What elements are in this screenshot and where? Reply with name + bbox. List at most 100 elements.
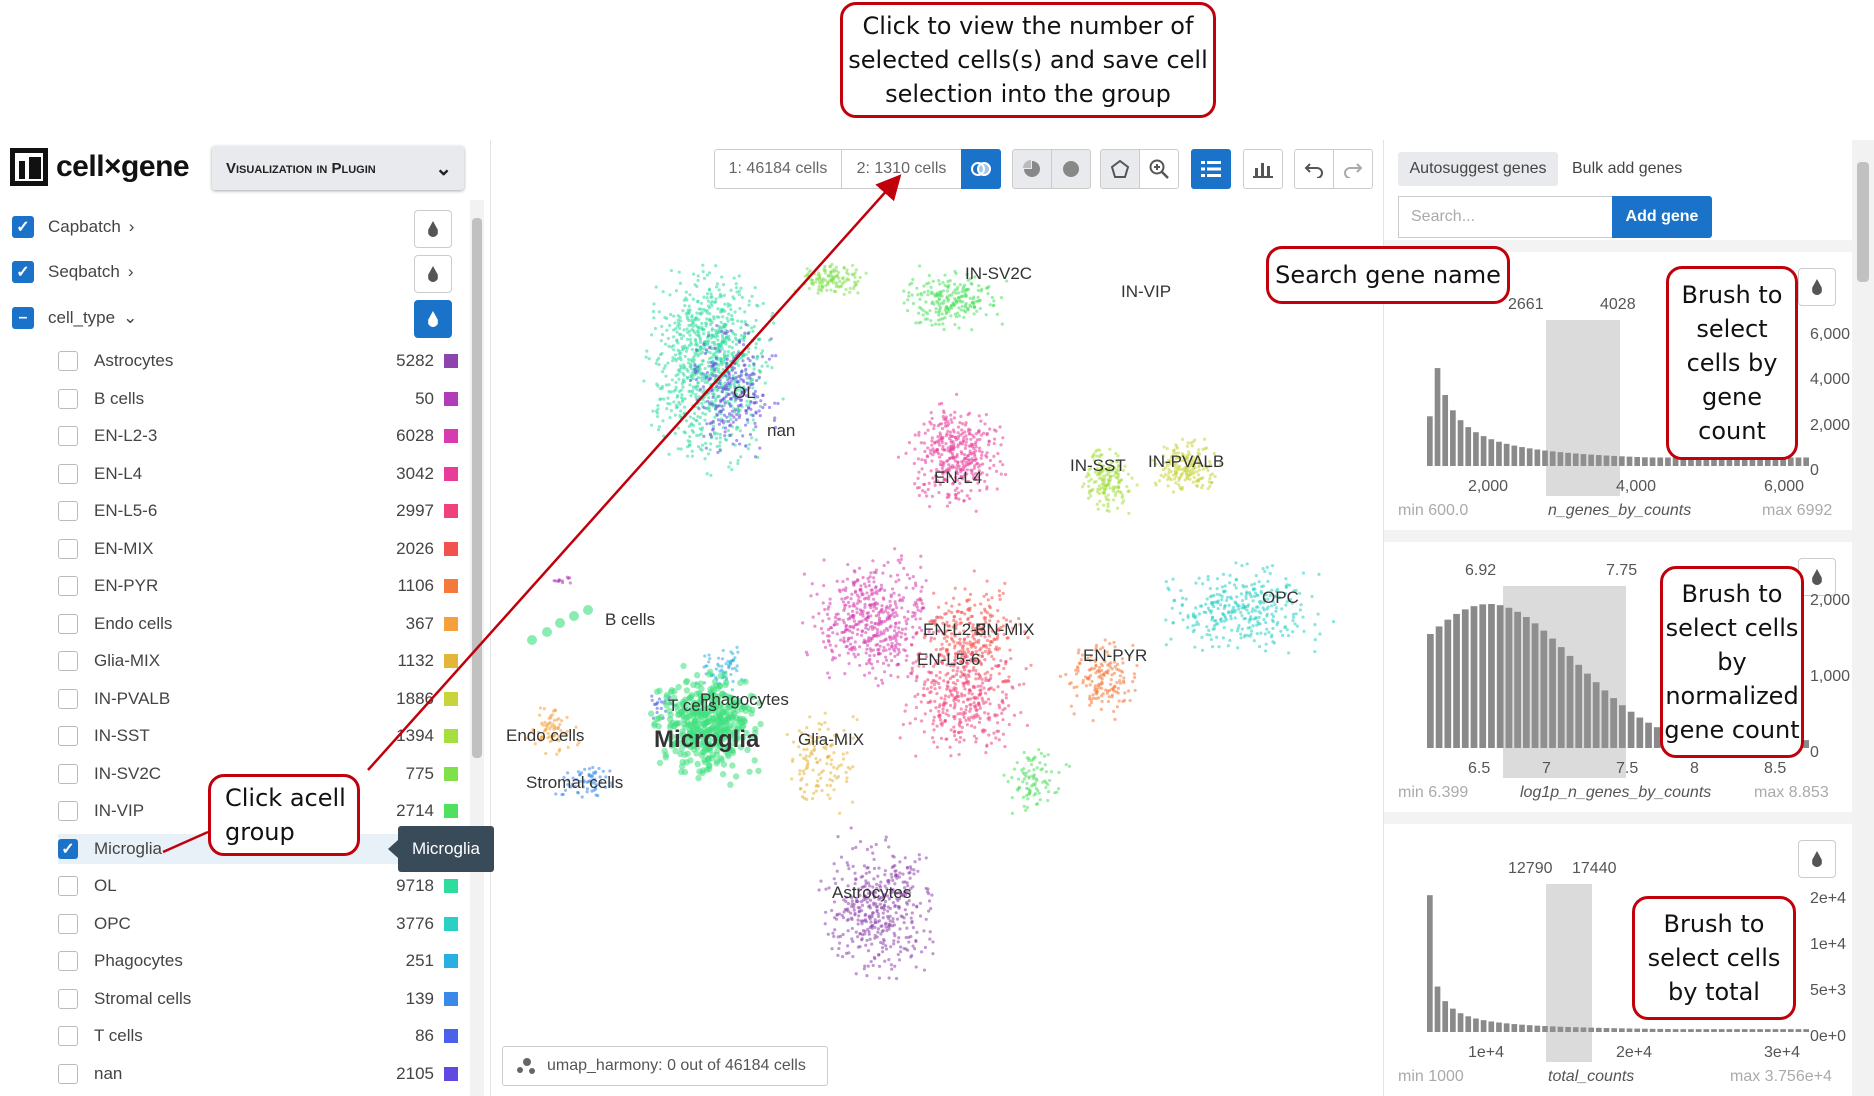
- checkbox[interactable]: [58, 426, 78, 446]
- checkbox[interactable]: [58, 1026, 78, 1046]
- color-by-histogram-button[interactable]: [1798, 268, 1836, 306]
- checkbox[interactable]: [58, 763, 78, 784]
- histogram-variable-name: total_counts: [1548, 1068, 1635, 1085]
- histogram-bar: [1457, 1013, 1464, 1032]
- histogram-bar: [1772, 1029, 1779, 1032]
- callout-subset: Click to view the number of selected cel…: [840, 2, 1216, 118]
- right-panel-scrollbar[interactable]: [1852, 140, 1874, 1096]
- cluster-label: Stromal cells: [526, 773, 624, 792]
- histogram-bar: [1503, 1023, 1510, 1032]
- checkbox[interactable]: [58, 538, 78, 559]
- checkbox[interactable]: [58, 988, 78, 1009]
- tab-bulk-add-genes[interactable]: Bulk add genes: [1572, 160, 1683, 177]
- cell-type-label: IN-SST: [94, 726, 150, 745]
- histogram-bar: [1580, 1027, 1587, 1032]
- checkbox[interactable]: [58, 1063, 78, 1084]
- zoom-button[interactable]: [1139, 149, 1179, 189]
- histogram-bar: [1549, 638, 1556, 748]
- x-tick-label: 8: [1690, 760, 1699, 777]
- histogram-bar: [1572, 453, 1579, 466]
- histogram-bar: [1580, 454, 1587, 466]
- callout-search: Search gene name: [1266, 246, 1510, 304]
- brush-lower-value: 6.92: [1465, 562, 1497, 579]
- checkbox[interactable]: [58, 651, 78, 671]
- histogram-bar: [1734, 457, 1740, 466]
- cluster-label: EN-L5-6: [917, 650, 981, 669]
- checkbox[interactable]: [58, 876, 78, 896]
- cell-type-row[interactable]: Phagocytes 251: [58, 946, 458, 976]
- histogram-button[interactable]: [1243, 149, 1283, 189]
- histogram-bar: [1435, 626, 1443, 748]
- histogram-bar: [1534, 449, 1541, 466]
- histogram-bar: [1496, 441, 1502, 466]
- checkbox[interactable]: [58, 463, 78, 484]
- cell-type-row[interactable]: nan 2105: [58, 1059, 458, 1089]
- cell-type-row[interactable]: OPC 3776: [58, 909, 458, 939]
- histogram-bar: [1465, 427, 1472, 466]
- y-tick-label: 1,000: [1810, 668, 1851, 685]
- histogram-brush[interactable]: [1503, 586, 1626, 778]
- subset-venn-button[interactable]: [961, 149, 1001, 189]
- x-tick-label: 7: [1542, 760, 1551, 777]
- x-tick-label: 7.5: [1616, 760, 1639, 777]
- histogram-bar: [1584, 673, 1591, 748]
- histogram-bar: [1519, 447, 1525, 466]
- chevron-right-icon: ›: [128, 217, 135, 236]
- add-gene-button[interactable]: Add gene: [1612, 196, 1712, 238]
- color-swatch: [444, 916, 458, 931]
- histogram-bar: [1734, 1029, 1740, 1032]
- checkbox[interactable]: ✓: [12, 216, 34, 238]
- checkbox[interactable]: [58, 576, 78, 596]
- cell-type-row[interactable]: Stromal cells 139: [58, 984, 458, 1014]
- category-list-button[interactable]: [1191, 149, 1231, 189]
- histogram-bar: [1427, 634, 1434, 748]
- checkbox[interactable]: [58, 951, 78, 971]
- checkbox[interactable]: [58, 726, 78, 746]
- undo-button[interactable]: [1294, 149, 1334, 189]
- tab-autosuggest-genes[interactable]: Autosuggest genes: [1398, 152, 1558, 186]
- histogram-bar: [1473, 432, 1479, 466]
- histogram-brush[interactable]: [1546, 320, 1620, 496]
- checkbox[interactable]: ✓: [58, 838, 78, 859]
- circle-dot-button[interactable]: [1051, 149, 1091, 189]
- histogram-bar: [1780, 457, 1786, 466]
- checkbox[interactable]: [58, 501, 78, 521]
- histogram-bar: [1526, 1025, 1533, 1032]
- checkbox[interactable]: [58, 801, 78, 821]
- redo-button[interactable]: [1333, 149, 1373, 189]
- scatter-plot-icon: [517, 1058, 535, 1074]
- checkbox[interactable]: [58, 351, 78, 371]
- category-cell-type[interactable]: – cell_type ⌄: [12, 307, 137, 329]
- category-seqbatch[interactable]: ✓ Seqbatch ›: [12, 261, 134, 283]
- category-capbatch[interactable]: ✓ Capbatch ›: [12, 216, 134, 238]
- cell-type-row[interactable]: IN-VIP 2714: [58, 796, 458, 826]
- checkbox[interactable]: [58, 613, 78, 634]
- color-by-histogram-button[interactable]: [1798, 840, 1836, 878]
- histogram-variable-name: n_genes_by_counts: [1548, 502, 1692, 519]
- embedding-selector[interactable]: umap_harmony: 0 out of 46184 cells: [502, 1046, 828, 1086]
- divider: [1384, 530, 1854, 542]
- histogram-bar: [1434, 986, 1441, 1032]
- checkbox[interactable]: ✓: [12, 261, 34, 283]
- pie-chart-button[interactable]: [1012, 149, 1052, 189]
- bar-chart-icon: [1253, 163, 1273, 178]
- tooltip: Microglia: [388, 826, 494, 872]
- histogram-brush[interactable]: [1546, 884, 1592, 1062]
- cell-type-row[interactable]: OL 9718: [58, 871, 458, 901]
- cell-type-row[interactable]: T cells 86: [58, 1021, 458, 1051]
- histogram-bar: [1496, 605, 1504, 748]
- histogram-bar: [1718, 1029, 1725, 1032]
- y-tick-label: 0e+0: [1810, 1028, 1847, 1045]
- cell-type-label: OPC: [94, 913, 131, 933]
- cell-type-label: Astrocytes: [94, 351, 174, 370]
- checkbox[interactable]: [58, 913, 78, 934]
- y-tick-label: 2,000: [1810, 592, 1851, 609]
- histogram-bar: [1427, 895, 1433, 1032]
- checkbox[interactable]: [58, 388, 78, 409]
- checkbox[interactable]: [58, 688, 78, 709]
- checkbox-partial[interactable]: –: [12, 307, 34, 329]
